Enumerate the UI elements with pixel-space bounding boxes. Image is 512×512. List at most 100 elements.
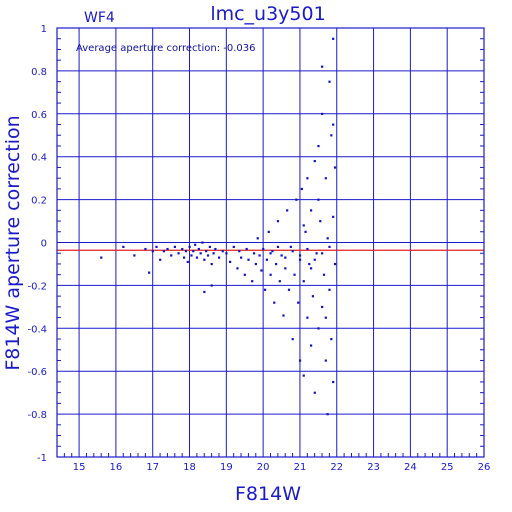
chart-annotation: Average aperture correction: -0.036 (76, 43, 256, 54)
plot-frame (56, 27, 485, 458)
data-point (265, 258, 269, 261)
data-point (269, 252, 272, 255)
data-point (195, 256, 199, 259)
data-point (278, 280, 281, 283)
data-point (324, 316, 327, 319)
data-point (293, 273, 296, 276)
data-point (330, 338, 333, 341)
data-point (194, 243, 197, 246)
x-tick-label: 26 (478, 462, 491, 473)
data-point (100, 256, 103, 259)
data-point (229, 260, 232, 264)
data-point (309, 209, 313, 212)
data-point (291, 250, 294, 253)
data-point (214, 247, 217, 251)
data-point (173, 245, 176, 248)
data-point (208, 245, 211, 248)
data-point (317, 327, 320, 330)
data-point (203, 258, 206, 261)
data-point (313, 258, 316, 261)
y-tick-label: 0.8 (31, 67, 47, 78)
data-point (236, 267, 239, 270)
data-point (217, 256, 221, 259)
data-point (328, 80, 331, 83)
y-tick-label: -0.2 (27, 281, 47, 292)
data-point (302, 374, 305, 377)
data-point (182, 256, 186, 259)
tick-labels: 15 16 17 18 19 20 21 22 23 24 25 26 -1 -0.8 -0.6 -0.4 -0… (27, 24, 490, 473)
data-point (251, 280, 254, 283)
data-point (256, 237, 259, 240)
y-tick-label: -0.8 (27, 410, 47, 421)
data-point (238, 250, 241, 253)
y-tick-label: 1 (41, 24, 47, 35)
y-tick-label: 0.2 (31, 196, 47, 207)
data-point (321, 112, 324, 115)
data-point (304, 230, 307, 233)
x-tick-label: 19 (220, 462, 233, 473)
data-point (298, 258, 302, 261)
data-point (190, 254, 193, 257)
data-point (221, 250, 224, 253)
data-point (144, 247, 147, 251)
data-point (298, 254, 302, 257)
data-point (192, 250, 195, 253)
data-point (201, 241, 204, 244)
data-point (225, 252, 228, 255)
chart-subtitle: WF4 (84, 10, 115, 26)
data-point (330, 134, 333, 137)
data-point (232, 245, 235, 248)
data-point (240, 256, 243, 259)
data-point (210, 284, 213, 287)
data-point (321, 305, 324, 309)
data-point (188, 245, 191, 248)
x-tick-label: 17 (146, 462, 159, 473)
data-point (317, 144, 320, 148)
data-point (313, 391, 316, 394)
data-point (260, 269, 263, 272)
data-point (324, 359, 327, 362)
data-point (148, 271, 151, 274)
data-point (306, 316, 309, 319)
data-point (328, 245, 331, 248)
data-point (284, 267, 287, 270)
data-point (280, 254, 283, 257)
data-point (269, 273, 272, 276)
data-point (271, 250, 274, 253)
x-tick-label: 22 (330, 462, 343, 473)
x-tick-label: 21 (294, 462, 307, 473)
data-point (309, 344, 313, 347)
data-point (263, 288, 267, 291)
data-point (162, 250, 165, 253)
grid (57, 27, 485, 458)
data-point (302, 224, 305, 227)
y-tick-label: 0 (41, 239, 47, 250)
data-point (210, 262, 213, 266)
y-tick-label: 0.6 (31, 110, 47, 121)
x-tick-label: 25 (441, 462, 454, 473)
data-point (297, 301, 300, 304)
data-point (328, 288, 331, 291)
y-tick-label: -0.4 (27, 324, 47, 335)
x-axis-label: F814W (235, 483, 301, 505)
data-point (205, 250, 208, 253)
data-point (311, 295, 315, 298)
data-point (287, 288, 291, 291)
data-point (282, 314, 285, 317)
data-point (197, 247, 200, 251)
data-point (273, 301, 276, 304)
data-point (322, 273, 326, 276)
x-tick-label: 20 (257, 462, 270, 473)
x-tick-label: 24 (404, 462, 417, 473)
x-tick-label: 18 (183, 462, 196, 473)
data-point (252, 252, 256, 255)
data-point (308, 262, 311, 266)
data-point (258, 254, 261, 257)
y-tick-label: -1 (37, 453, 47, 464)
data-point (276, 245, 280, 248)
data-point (122, 245, 125, 248)
data-point (243, 273, 246, 276)
data-point (332, 215, 335, 218)
y-tick-label: 0.4 (31, 153, 47, 164)
data-point (262, 247, 265, 251)
